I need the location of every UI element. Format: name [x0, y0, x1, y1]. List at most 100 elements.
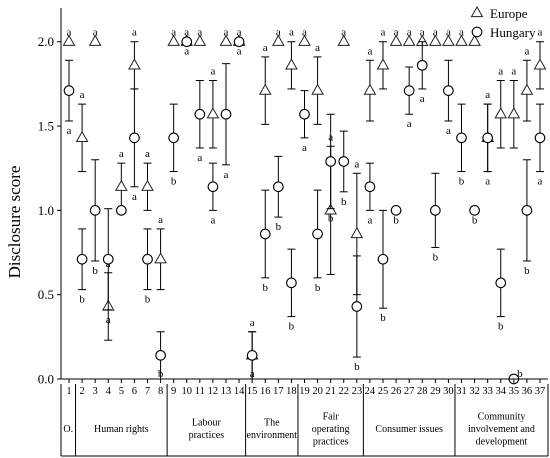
group-label: environment [247, 430, 298, 441]
data-point-europe [533, 58, 547, 70]
significance-label: b [341, 196, 347, 208]
data-point-hungary [168, 132, 180, 144]
x-tick-label: 4 [106, 386, 112, 397]
x-tick-label: 19 [299, 386, 310, 397]
legend-marker-europe [470, 5, 484, 18]
significance-label: a [119, 148, 124, 160]
significance-label: a [197, 152, 202, 164]
significance-label: a [407, 118, 412, 130]
group-label: operating [312, 424, 350, 435]
x-tick-label: 10 [182, 386, 193, 397]
significance-label: a [315, 42, 320, 54]
group-label: The [264, 418, 280, 429]
significance-label: b [171, 176, 177, 188]
x-tick-label: 23 [352, 386, 363, 397]
significance-label: a [106, 314, 111, 326]
significance-label: b [498, 321, 504, 333]
significance-label: a [276, 27, 281, 39]
significance-label: a [420, 93, 425, 105]
x-tick-label: 35 [509, 386, 520, 397]
group-label: Consumer issues [375, 424, 443, 435]
group-label: Labour [192, 418, 222, 429]
data-point-europe [114, 179, 128, 191]
data-point-hungary [142, 253, 153, 265]
significance-label: a [538, 176, 543, 188]
data-point-hungary [129, 132, 140, 144]
data-point-europe [337, 34, 351, 46]
x-tick-label: 9 [171, 386, 176, 397]
data-point-hungary [181, 36, 193, 48]
x-tick-label: 16 [260, 386, 271, 397]
x-tick-label: 11 [195, 386, 205, 397]
plot-area: aaaaaaaaaaaaaaaaaaaaaaaaaaaaaaaaaaaaaabb… [62, 27, 547, 385]
data-point-hungary [495, 277, 507, 289]
significance-label: b [92, 265, 98, 277]
data-point-europe [468, 34, 481, 46]
group-label: Fair [323, 411, 340, 422]
data-point-europe [494, 107, 508, 119]
data-point-europe [193, 34, 207, 46]
significance-label: a [210, 66, 215, 78]
data-point-europe [258, 83, 272, 95]
data-point-hungary [416, 59, 428, 71]
y-tick-label: 0.0 [38, 372, 54, 387]
x-tick-label: 24 [365, 386, 376, 397]
significance-label: a [210, 214, 215, 226]
data-point-europe [298, 34, 311, 46]
data-point-hungary [312, 228, 323, 240]
x-tick-label: 36 [522, 386, 533, 397]
significance-label: a [433, 27, 438, 39]
x-tick-label: 18 [286, 386, 297, 397]
data-point-hungary [429, 205, 441, 216]
significance-label: a [197, 27, 202, 39]
significance-label: a [524, 45, 529, 57]
x-tick-label: 26 [391, 386, 402, 397]
significance-label: b [145, 294, 151, 306]
data-point-europe [128, 58, 141, 70]
data-point-europe [402, 34, 416, 46]
significance-label: b [472, 214, 478, 226]
data-point-europe [167, 34, 181, 46]
significance-label: a [446, 27, 451, 39]
data-point-europe [389, 34, 403, 46]
data-point-europe [88, 34, 102, 46]
significance-label: a [407, 27, 412, 39]
data-point-hungary [155, 350, 166, 361]
data-point-europe [507, 107, 521, 119]
x-tick-label: 17 [273, 386, 284, 397]
x-tick-label: 12 [208, 386, 219, 397]
data-point-hungary [194, 108, 206, 120]
data-point-hungary [286, 277, 297, 289]
significance-label: a [446, 125, 451, 137]
significance-label: a [367, 214, 372, 226]
legend-entry-hungary: Hungary [471, 25, 536, 40]
significance-label: b [158, 368, 164, 380]
legend-label-hungary: Hungary [490, 25, 536, 40]
significance-label: a [485, 89, 490, 101]
significance-label: a [67, 125, 72, 137]
significance-label: a [498, 66, 503, 78]
data-point-europe [442, 34, 455, 46]
data-point-hungary [456, 132, 467, 144]
x-tick-label: 22 [339, 386, 350, 397]
data-point-hungary [233, 36, 245, 48]
x-tick-label: 34 [496, 386, 507, 397]
significance-label: b [328, 213, 334, 225]
significance-label: a [224, 169, 229, 181]
significance-label: a [250, 317, 255, 329]
significance-label: a [93, 27, 98, 39]
data-point-hungary [351, 301, 363, 312]
data-point-hungary [207, 181, 219, 193]
significance-label: b [315, 282, 321, 294]
significance-label: a [302, 27, 307, 39]
significance-label: b [79, 294, 85, 306]
data-point-europe [428, 34, 442, 46]
data-point-europe [376, 58, 390, 70]
data-point-europe [350, 226, 364, 239]
significance-label: a [132, 191, 137, 203]
x-tick-label: 3 [93, 386, 98, 397]
significance-label: a [341, 27, 346, 39]
data-point-europe [520, 83, 534, 95]
significance-label: a [394, 27, 399, 39]
x-tick-label: 14 [234, 386, 245, 397]
